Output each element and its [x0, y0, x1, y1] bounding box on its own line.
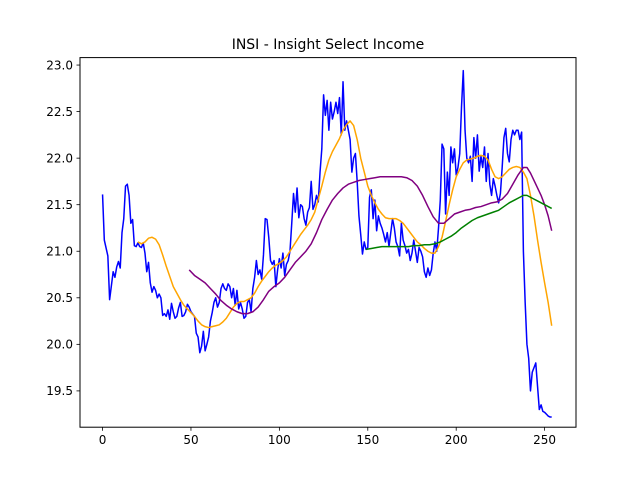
x-tick-label: 200: [445, 433, 468, 447]
x-axis: 0 50 100 150 200 250: [99, 427, 556, 447]
y-tick-label: 21.5: [46, 198, 73, 212]
y-tick-label: 22.0: [46, 151, 73, 165]
series-line-4: [365, 194, 553, 251]
chart-title: INSI - Insight Select Income: [232, 37, 425, 53]
y-tick-label: 20.5: [46, 291, 73, 305]
series-line-3: [188, 166, 553, 315]
series-line-2: [137, 120, 553, 329]
y-axis: 19.5 20.0 20.5 21.0 21.5 22.0 22.5 23.0: [46, 58, 80, 398]
series-layer: [101, 69, 553, 418]
series-line-1: [101, 69, 552, 418]
y-tick-label: 19.5: [46, 384, 73, 398]
x-tick-label: 100: [268, 433, 291, 447]
x-tick-label: 50: [183, 433, 198, 447]
plot-frame: [79, 57, 577, 428]
x-tick-label: 150: [356, 433, 379, 447]
y-tick-label: 20.0: [46, 338, 73, 352]
x-tick-label: 250: [533, 433, 556, 447]
y-tick-label: 22.5: [46, 105, 73, 119]
y-tick-label: 21.0: [46, 245, 73, 259]
y-tick-label: 23.0: [46, 58, 73, 72]
x-tick-label: 0: [99, 433, 107, 447]
